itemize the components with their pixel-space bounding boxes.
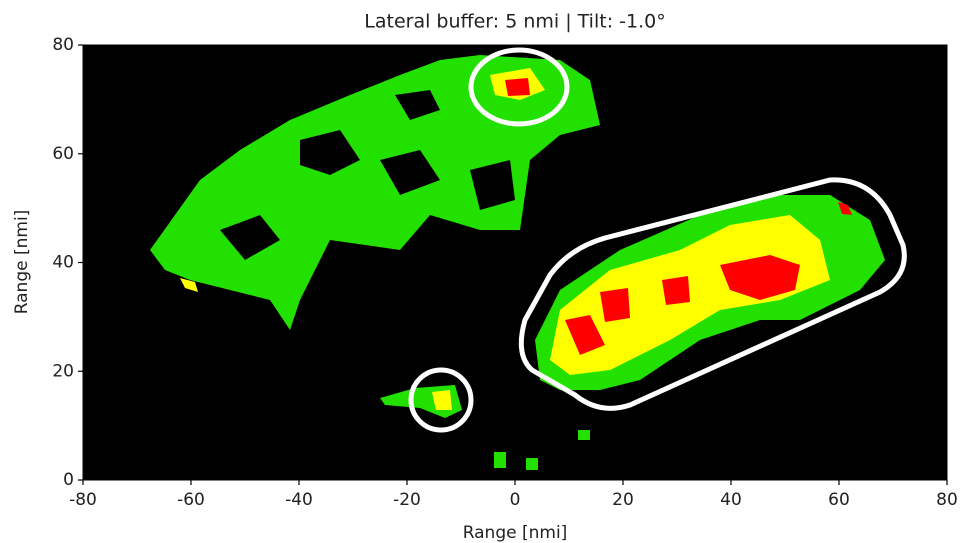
x-tick-label: 20	[612, 490, 634, 510]
x-tick-label: 80	[936, 490, 958, 510]
y-tick-label: 80	[52, 35, 74, 55]
x-axis-label: Range [nmi]	[463, 523, 568, 543]
x-tick-label: 40	[720, 490, 742, 510]
x-tick-label: 60	[828, 490, 850, 510]
y-tick-label: 20	[52, 361, 74, 381]
y-tick-label: 60	[52, 144, 74, 164]
y-tick-label: 40	[52, 253, 74, 273]
x-tick-label: -20	[393, 490, 421, 510]
x-tick-label: -80	[69, 490, 97, 510]
y-axis-label: Range [nmi]	[12, 210, 32, 315]
y-tick-label: 0	[63, 470, 74, 490]
annotations	[408, 47, 907, 433]
x-tick-label: -60	[177, 490, 205, 510]
x-tick-label: 0	[510, 490, 521, 510]
radar-echoes	[150, 55, 885, 470]
chart-title: Lateral buffer: 5 nmi | Tilt: -1.0°	[364, 11, 665, 33]
x-tick-label: -40	[285, 490, 313, 510]
